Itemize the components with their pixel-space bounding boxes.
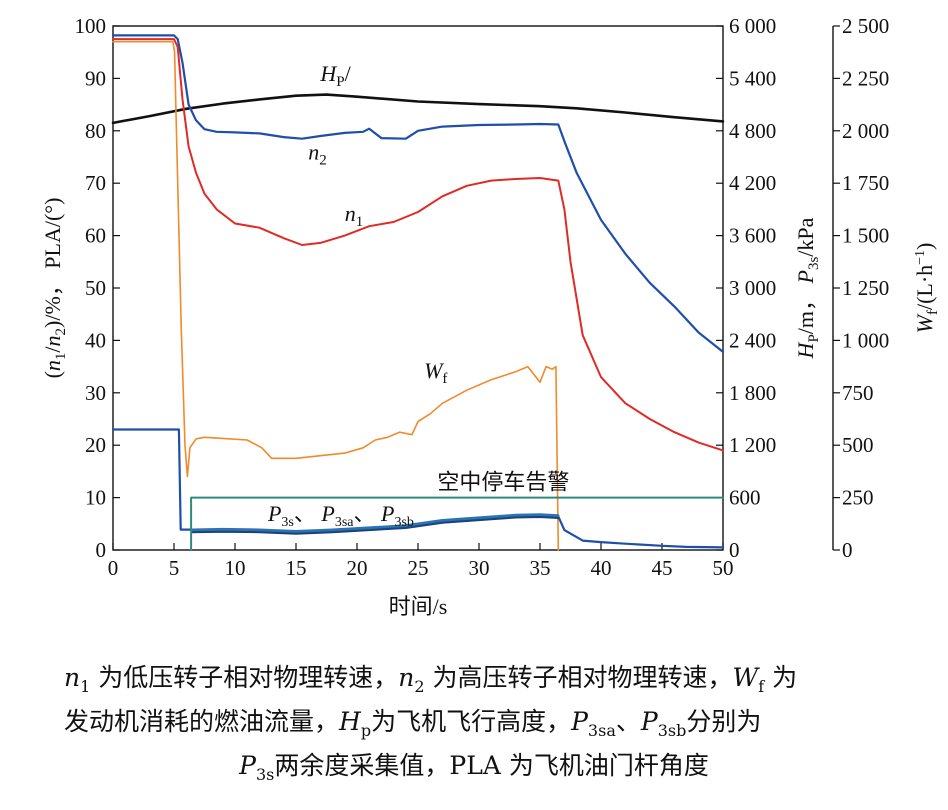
y-left-tick-label: 90 [85,66,106,90]
y-left-tick-label: 60 [85,224,106,248]
x-tick-label: 40 [591,556,612,580]
y-right2-tick-label: 2 250 [842,66,889,90]
caption-line-3: P3s两余度采集值，PLA 为飞机油门杆角度 [239,751,709,784]
caption-line-1: n1 为低压转子相对物理转速，n2 为高压转子相对物理转速，Wf 为 [64,663,798,696]
caption-line-2: 发动机消耗的燃油流量，Hp为飞机飞行高度，P3sa、P3sb分别为 [64,707,762,740]
annotation-label: P3s、 P3sa、 P3sb [267,501,414,530]
series-line-P3sb [191,516,560,535]
x-axis-label: 时间/s [389,594,448,619]
y-right1-tick-label: 3 600 [729,224,776,248]
plot-frame [112,25,724,551]
y-right1-tick-label: 4 200 [729,171,776,195]
y-axis-right2-label: Wf/(L·h−1) [912,243,941,334]
y-left-tick-label: 10 [85,486,106,510]
annotation-label: n1 [345,201,364,230]
annotation-label: HP/ [319,61,351,90]
x-tick-label: 20 [347,556,368,580]
y-axis-left-label: (n1/n2)/%， PLA/(°) [40,198,69,379]
series-line-P3s [191,514,560,534]
y-right2-tick-label: 2 000 [842,119,889,143]
y-right2-tick-label: 1 500 [842,224,889,248]
series-line-n1 [112,38,724,452]
annotation-layer: HP/n2 n1 Wf 空中停车告警 P3s、 P3sa、 P3sb [267,61,569,530]
x-tick-label: 25 [408,556,429,580]
series-line-Wf [112,40,560,551]
y-left-tick-label: 100 [75,14,107,38]
x-tick-label: 30 [469,556,490,580]
y-left-tick-label: 50 [85,276,106,300]
series-line-n2 [111,34,725,353]
x-tick-label: 0 [108,556,119,580]
y-left-tick-label: 20 [85,433,106,457]
series-line-空中停车告警 [190,496,724,551]
x-tick-label: 45 [652,556,673,580]
series-line-Hp [111,93,725,125]
y-right2-tick-label: 2 500 [842,14,889,38]
y-right1-tick-label: 5 400 [729,66,776,90]
y-axis-right1-label: HP/m， P3s/kPa [793,217,822,359]
y-right2-tick-label: 500 [842,433,874,457]
line-chart: 0 5 10 15 20 25 30 35 40 45 5001020304050607080901… [40,14,941,619]
y-right2-tick-label: 1 000 [842,328,889,352]
y-left-tick-label: 30 [85,381,106,405]
y-right1-tick-label: 1 200 [729,433,776,457]
y-left-tick-label: 80 [85,119,106,143]
y-right2-tick-label: 1 750 [842,171,889,195]
x-tick-label: 35 [530,556,551,580]
y-right1-tick-label: 1 800 [729,381,776,405]
y-right1-tick-label: 3 000 [729,276,776,300]
x-tick-label: 15 [286,556,307,580]
y-right1-tick-label: 0 [729,538,740,562]
series-layer [111,34,725,551]
annotation-label: n2 [308,140,327,169]
ticks-layer: 0 5 10 15 20 25 30 35 40 45 5001020304050607080901… [75,14,890,580]
y-right1-tick-label: 600 [729,486,761,510]
y-right1-tick-label: 4 800 [729,119,776,143]
x-tick-label: 10 [225,556,246,580]
annotation-label: 空中停车告警 [437,470,569,495]
series-line-P3sa [191,513,560,533]
x-tick-label: 50 [713,556,734,580]
y-right2-tick-label: 250 [842,486,874,510]
y-right2-tick-label: 0 [842,538,853,562]
annotation-label: Wf [424,358,447,387]
y-right2-tick-label: 750 [842,381,874,405]
y-left-tick-label: 0 [96,538,107,562]
x-tick-label: 5 [169,556,180,580]
y-left-tick-label: 70 [85,171,106,195]
y-right2-tick-label: 1 250 [842,276,889,300]
y-left-tick-label: 40 [85,328,106,352]
y-right1-tick-label: 2 400 [729,328,776,352]
y-right1-tick-label: 6 000 [729,14,776,38]
